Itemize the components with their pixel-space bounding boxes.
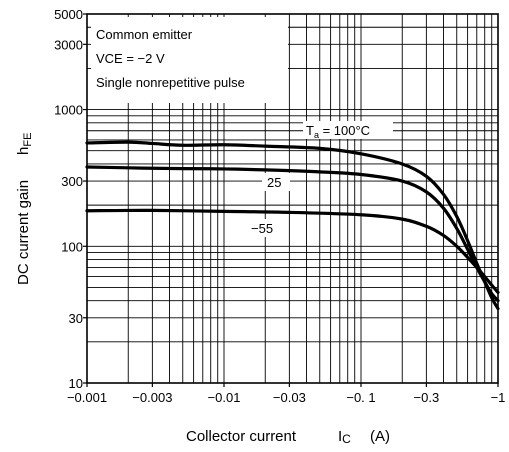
x-axis-symbol-subscript: C bbox=[342, 432, 351, 446]
label-25-background bbox=[262, 173, 290, 191]
series-minus55c-line bbox=[85, 208, 500, 294]
plot-frame bbox=[86, 13, 499, 384]
x-axis-unit: (A) bbox=[370, 428, 390, 445]
x-axis-symbol-main: I bbox=[338, 428, 342, 445]
curve-labels: Ta = 100°C 25 −55 bbox=[247, 121, 393, 237]
annotation-line-3: Single nonrepetitive pulse bbox=[96, 75, 245, 90]
data-series bbox=[85, 140, 500, 311]
label-minus55-background bbox=[247, 219, 283, 237]
annotation-line-2: VCE = −2 V bbox=[96, 51, 165, 66]
y-axis-symbol: hFE bbox=[15, 133, 34, 155]
label-100c-prefix: T bbox=[306, 123, 314, 138]
x-tick-label: −1 bbox=[491, 390, 506, 405]
x-axis-symbol: IC bbox=[338, 428, 351, 446]
x-axis-title: Collector current IC (A) bbox=[186, 428, 390, 446]
x-tick-label: −0.01 bbox=[208, 390, 241, 405]
x-tick-label: −0. 1 bbox=[346, 390, 375, 405]
annotation-box: Common emitter VCE = −2 V Single nonrepe… bbox=[91, 17, 288, 103]
label-100c-rest: = 100°C bbox=[319, 123, 370, 138]
y-tick-label: 30 bbox=[69, 311, 83, 326]
annotation-line-1: Common emitter bbox=[96, 27, 193, 42]
label-25: 25 bbox=[267, 175, 281, 190]
label-100c-background bbox=[303, 121, 393, 139]
label-minus55: −55 bbox=[251, 221, 273, 236]
x-tick-label: −0.003 bbox=[132, 390, 172, 405]
x-tick-label: −0.001 bbox=[67, 390, 107, 405]
plot-border bbox=[86, 13, 499, 384]
y-axis-symbol-main: h bbox=[15, 147, 32, 155]
y-axis-label: DC current gain bbox=[15, 180, 32, 285]
y-tick-label: 10 bbox=[69, 376, 83, 391]
annotation-background bbox=[91, 17, 288, 103]
label-100c-subscript: a bbox=[314, 130, 319, 140]
y-tick-label: 300 bbox=[61, 174, 83, 189]
x-tick-label: −0.03 bbox=[273, 390, 306, 405]
x-tick-label: −0.3 bbox=[414, 390, 440, 405]
y-tick-label: 3000 bbox=[54, 37, 83, 52]
x-axis-label: Collector current bbox=[186, 428, 297, 445]
tick-labels: −0.001 −0.003 −0.01 −0.03 −0. 1 −0.3 −1 10 30 100… bbox=[54, 7, 505, 405]
y-axis-title: DC current gain hFE bbox=[15, 133, 34, 285]
y-tick-label: 1000 bbox=[54, 103, 83, 118]
y-axis-symbol-subscript: FE bbox=[22, 133, 34, 147]
y-tick-label: 5000 bbox=[54, 7, 83, 22]
label-100c: Ta = 100°C bbox=[306, 123, 370, 140]
y-tick-label: 100 bbox=[61, 239, 83, 254]
